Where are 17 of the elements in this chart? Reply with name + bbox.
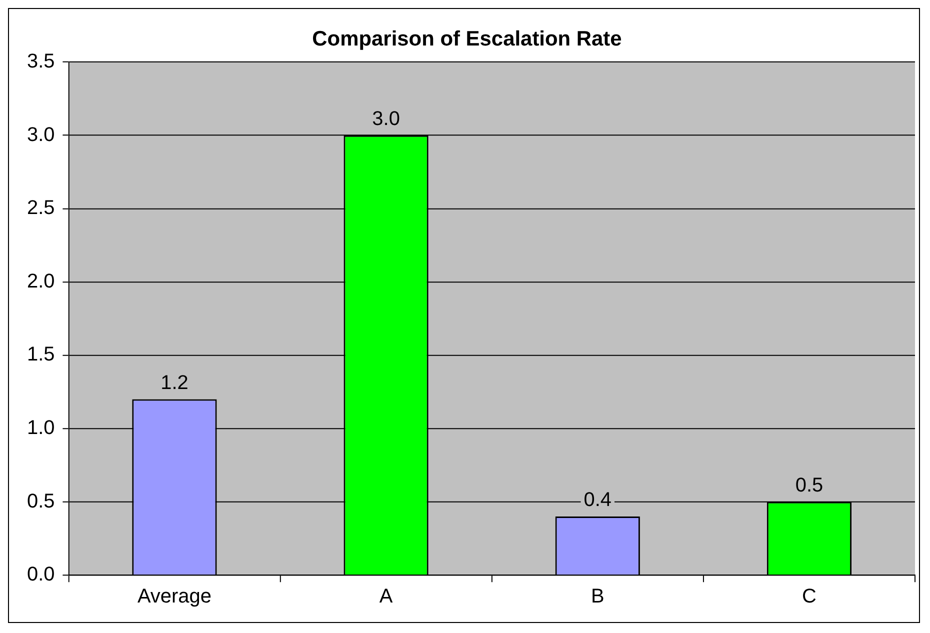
data-label: 3.0 xyxy=(372,108,400,130)
x-tick-label: Average xyxy=(137,586,212,608)
y-tick-label: 2.5 xyxy=(26,197,55,220)
x-tick-label: C xyxy=(802,586,816,608)
x-tick-label: B xyxy=(590,586,604,608)
y-tick-label: 3.5 xyxy=(26,50,55,73)
data-label: 0.4 xyxy=(584,489,612,512)
y-tick-label: 3.0 xyxy=(26,124,55,146)
data-label: 1.2 xyxy=(160,372,188,394)
y-tick-label: 1.0 xyxy=(26,417,55,440)
y-tick-label: 0.5 xyxy=(26,490,55,512)
chart-title: Comparison of Escalation Rate xyxy=(312,27,622,50)
y-tick-label: 0.0 xyxy=(26,564,55,586)
y-tick-label: 1.5 xyxy=(26,344,55,366)
x-tick-label: A xyxy=(379,586,394,608)
y-tick-label: 2.0 xyxy=(26,270,55,292)
data-label: 0.5 xyxy=(795,474,824,496)
